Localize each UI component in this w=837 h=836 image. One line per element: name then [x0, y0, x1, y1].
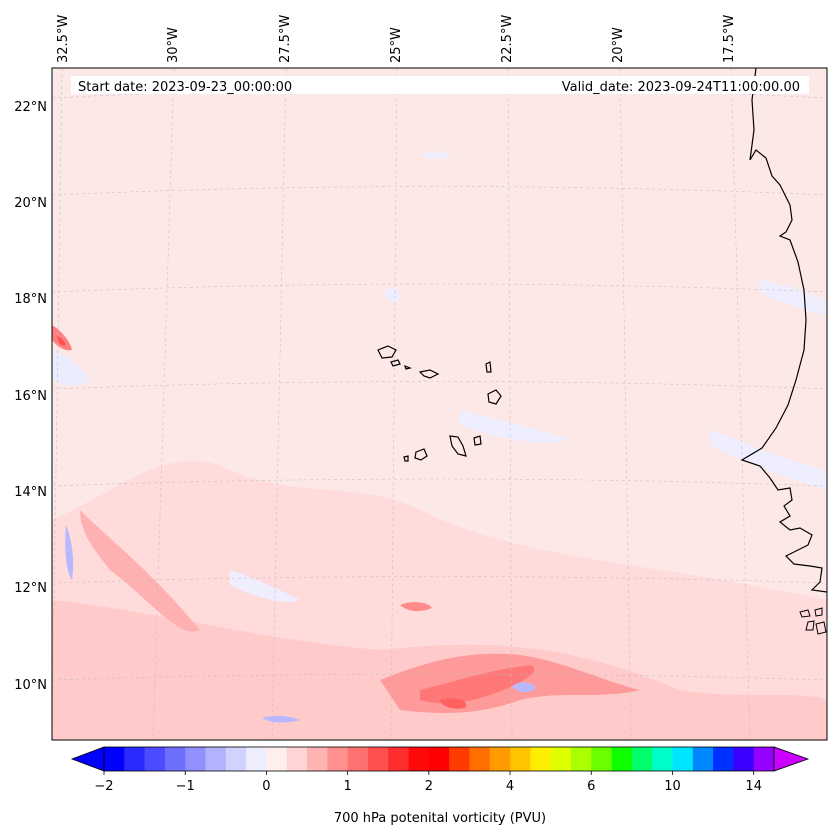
colorbar-segment [388, 747, 410, 771]
lon-label: 17.5°W [722, 15, 737, 63]
graticule [52, 68, 827, 740]
lon-label: 25°W [389, 27, 404, 63]
colorbar-segment [570, 747, 592, 771]
island-boa-vista [487, 389, 502, 405]
map-frame [51, 67, 828, 741]
colorbar-segment [185, 747, 207, 771]
lat-label: 18°N [14, 292, 47, 307]
island-santa-luzia [404, 364, 412, 370]
start-date-label: Start date: 2023-09-23_00:00:00 [78, 80, 292, 95]
colorbar-tick-label: 4 [506, 779, 514, 794]
cape-verde-islands [377, 345, 502, 462]
colorbar-left-arrow [70, 746, 105, 772]
colorbar-segment [510, 747, 531, 771]
colorbar-segment [489, 747, 511, 771]
colorbar-tick-label: 10 [664, 779, 681, 794]
island-santo-antao [377, 345, 397, 359]
lat-label: 20°N [14, 196, 47, 211]
colorbar-tick-label: 14 [745, 779, 762, 794]
gridline-lat-18 [52, 283, 827, 293]
lon-label: 22.5°W [500, 15, 515, 63]
island-fogo [414, 448, 428, 461]
lon-labels: 32.5°W 30°W 27.5°W 25°W 22.5°W 20°W 17.5… [56, 15, 737, 63]
colorbar-segment [469, 747, 491, 771]
gridline-lon-32-5 [52, 68, 63, 740]
gridline-lon-30 [152, 68, 175, 740]
colorbar-segment [672, 747, 694, 771]
pv-contours [52, 151, 827, 740]
gridline-lon-25 [390, 68, 398, 740]
colorbar-segment [631, 747, 653, 771]
valid-date-label: Valid_date: 2023-09-24T11:00:00.00 [562, 80, 800, 95]
colorbar-label: 700 hPa potenital vorticity (PVU) [334, 811, 546, 826]
island-sao-nicolau [418, 369, 440, 379]
gridline-lon-22-5 [507, 68, 513, 740]
colorbar-segment [144, 747, 166, 771]
date-banner [71, 76, 809, 94]
lat-labels: 22°N 20°N 18°N 16°N 14°N 12°N 10°N [14, 100, 47, 693]
bissagos-islands [799, 607, 827, 635]
colorbar-right-arrow [773, 746, 810, 772]
colorbar-segment [408, 747, 430, 771]
colorbar-segment [530, 747, 552, 771]
gridline-lat-14 [52, 478, 827, 487]
colorbar-tick-label: −2 [94, 779, 113, 794]
lat-label: 16°N [14, 389, 47, 404]
colorbar-tick-label: 2 [425, 779, 433, 794]
colorbar-segment [611, 747, 633, 771]
colorbar-segment [449, 747, 470, 771]
colorbar-segment [692, 747, 714, 771]
colorbar-segment [124, 747, 146, 771]
colorbar-tick-label: 0 [262, 779, 270, 794]
island-sal [485, 361, 492, 373]
lon-label: 27.5°W [278, 15, 293, 63]
gridline-lat-16 [52, 381, 827, 390]
island-sao-vicente [390, 359, 401, 367]
lat-label: 14°N [14, 485, 47, 500]
colorbar-segment [550, 747, 572, 771]
colorbar-segment [104, 747, 125, 771]
gridline-lat-10 [52, 673, 827, 681]
colorbar-segment [266, 747, 288, 771]
colorbar-segment [164, 747, 186, 771]
gridline-lat-12 [52, 576, 827, 584]
gridline-lon-27-5 [271, 68, 287, 740]
island-santiago [449, 435, 467, 457]
gridline-lon-20 [619, 68, 632, 740]
lat-label: 22°N [14, 100, 47, 115]
colorbar: −2 −1 0 1 2 4 6 10 14 700 hPa potenital vorticit… [70, 746, 810, 826]
colorbar-segment [713, 747, 734, 771]
colorbar-segment [753, 747, 775, 771]
lon-label: 30°W [166, 27, 181, 63]
colorbar-segment [591, 747, 613, 771]
colorbar-segment [652, 747, 673, 771]
africa-coastline [740, 68, 827, 593]
lon-label: 32.5°W [56, 15, 71, 63]
colorbar-segment [205, 747, 227, 771]
colorbar-tick-label: 1 [343, 779, 351, 794]
colorbar-segment [733, 747, 755, 771]
colorbar-segment [246, 747, 267, 771]
colorbar-segment [327, 747, 349, 771]
colorbar-segment [367, 747, 389, 771]
colorbar-tick-label: 6 [587, 779, 595, 794]
colorbar-frame [103, 746, 775, 772]
map-panel: Start date: 2023-09-23_00:00:00 Valid_da… [52, 68, 827, 740]
lat-label: 12°N [14, 581, 47, 596]
gridline-lat-20 [52, 186, 827, 196]
island-brava [403, 455, 409, 462]
lon-label: 20°W [611, 27, 626, 63]
colorbar-segment [307, 747, 328, 771]
gridline-lon-17-5 [730, 68, 751, 740]
colorbar-segment [428, 747, 450, 771]
colorbar-segment [286, 747, 308, 771]
island-maio [473, 435, 482, 446]
colorbar-segment [225, 747, 247, 771]
lat-label: 10°N [14, 678, 47, 693]
colorbar-segments [104, 747, 775, 771]
colorbar-segment [347, 747, 369, 771]
colorbar-tick-label: −1 [176, 779, 195, 794]
colorbar-ticks: −2 −1 0 1 2 4 6 10 14 [94, 771, 762, 794]
